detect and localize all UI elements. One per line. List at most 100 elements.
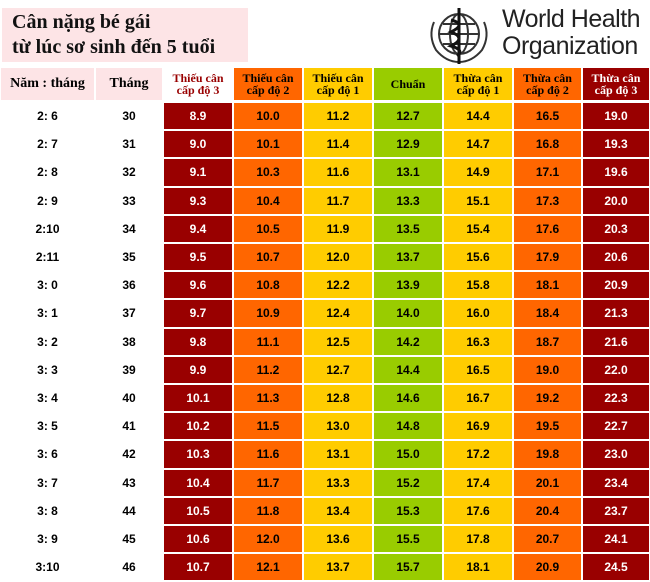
- column-header: Năm : tháng: [1, 68, 94, 100]
- table-cell: 10.5: [164, 497, 232, 524]
- table-cell: 14.6: [374, 385, 442, 412]
- table-cell: 13.1: [374, 159, 442, 186]
- table-cell: 3:10: [1, 554, 94, 581]
- table-cell: 15.6: [444, 244, 512, 271]
- table-cell: 19.3: [583, 131, 649, 158]
- table-cell: 9.8: [164, 328, 232, 355]
- table-cell: 2: 9: [1, 187, 94, 214]
- table-cell: 30: [96, 103, 162, 130]
- table-cell: 20.1: [514, 469, 581, 496]
- table-cell: 14.7: [444, 131, 512, 158]
- table-cell: 23.0: [583, 441, 649, 468]
- table-cell: 9.1: [164, 159, 232, 186]
- table-cell: 20.9: [583, 272, 649, 299]
- table-cell: 17.6: [444, 497, 512, 524]
- table-cell: 16.7: [444, 385, 512, 412]
- table-cell: 19.6: [583, 159, 649, 186]
- table-cell: 19.5: [514, 413, 581, 440]
- table-cell: 3: 9: [1, 526, 94, 553]
- table-cell: 11.1: [234, 328, 302, 355]
- table-cell: 16.9: [444, 413, 512, 440]
- table-cell: 14.4: [444, 103, 512, 130]
- column-header: Chuẩn: [374, 68, 442, 100]
- table-cell: 10.1: [234, 131, 302, 158]
- table-cell: 42: [96, 441, 162, 468]
- table-cell: 31: [96, 131, 162, 158]
- table-cell: 10.3: [164, 441, 232, 468]
- table-cell: 11.5: [234, 413, 302, 440]
- table-cell: 11.6: [234, 441, 302, 468]
- table-cell: 11.7: [234, 469, 302, 496]
- table-cell: 17.2: [444, 441, 512, 468]
- table-cell: 37: [96, 300, 162, 327]
- table-cell: 11.8: [234, 497, 302, 524]
- table-cell: 11.3: [234, 385, 302, 412]
- table-cell: 14.2: [374, 328, 442, 355]
- table-cell: 46: [96, 554, 162, 581]
- table-cell: 15.2: [374, 469, 442, 496]
- table-cell: 40: [96, 385, 162, 412]
- table-cell: 41: [96, 413, 162, 440]
- table-cell: 18.1: [514, 272, 581, 299]
- table-cell: 12.1: [234, 554, 302, 581]
- table-cell: 14.0: [374, 300, 442, 327]
- table-cell: 14.9: [444, 159, 512, 186]
- table-cell: 2:10: [1, 215, 94, 242]
- table-cell: 19.0: [514, 356, 581, 383]
- who-emblem: [430, 8, 488, 64]
- table-cell: 12.0: [234, 526, 302, 553]
- table-cell: 2: 8: [1, 159, 94, 186]
- table-cell: 3: 4: [1, 385, 94, 412]
- table-cell: 19.2: [514, 385, 581, 412]
- table-cell: 34: [96, 215, 162, 242]
- table-cell: 18.1: [444, 554, 512, 581]
- table-cell: 15.8: [444, 272, 512, 299]
- table-cell: 17.8: [444, 526, 512, 553]
- table-cell: 14.8: [374, 413, 442, 440]
- table-cell: 43: [96, 469, 162, 496]
- table-cell: 2: 7: [1, 131, 94, 158]
- table-cell: 3: 1: [1, 300, 94, 327]
- table-cell: 9.4: [164, 215, 232, 242]
- table-cell: 10.7: [234, 244, 302, 271]
- table-cell: 12.0: [304, 244, 372, 271]
- table-cell: 11.4: [304, 131, 372, 158]
- table-cell: 23.4: [583, 469, 649, 496]
- table-cell: 17.3: [514, 187, 581, 214]
- table-cell: 9.0: [164, 131, 232, 158]
- table-cell: 15.1: [444, 187, 512, 214]
- table-cell: 13.3: [374, 187, 442, 214]
- table-cell: 12.5: [304, 328, 372, 355]
- table-cell: 39: [96, 356, 162, 383]
- table-cell: 16.5: [444, 356, 512, 383]
- table-cell: 38: [96, 328, 162, 355]
- table-cell: 15.7: [374, 554, 442, 581]
- table-cell: 2:11: [1, 244, 94, 271]
- table-cell: 9.3: [164, 187, 232, 214]
- table-cell: 16.8: [514, 131, 581, 158]
- table-cell: 10.0: [234, 103, 302, 130]
- table-cell: 12.7: [374, 103, 442, 130]
- logo-line: Organization: [502, 32, 638, 60]
- table-cell: 11.6: [304, 159, 372, 186]
- table-cell: 3: 5: [1, 413, 94, 440]
- table-cell: 9.7: [164, 300, 232, 327]
- table-cell: 24.1: [583, 526, 649, 553]
- table-cell: 14.4: [374, 356, 442, 383]
- table-cell: 20.9: [514, 554, 581, 581]
- table-cell: 2: 6: [1, 103, 94, 130]
- table-cell: 36: [96, 272, 162, 299]
- table-cell: 33: [96, 187, 162, 214]
- table-cell: 20.3: [583, 215, 649, 242]
- table-cell: 32: [96, 159, 162, 186]
- table-cell: 44: [96, 497, 162, 524]
- table-cell: 22.7: [583, 413, 649, 440]
- table-cell: 12.9: [374, 131, 442, 158]
- table-cell: 13.3: [304, 469, 372, 496]
- table-cell: 15.0: [374, 441, 442, 468]
- title-box: Cân nặng bé gái từ lúc sơ sinh đến 5 tuổ…: [2, 8, 248, 62]
- table-cell: 13.7: [304, 554, 372, 581]
- table-cell: 24.5: [583, 554, 649, 581]
- table-cell: 9.6: [164, 272, 232, 299]
- table-cell: 13.4: [304, 497, 372, 524]
